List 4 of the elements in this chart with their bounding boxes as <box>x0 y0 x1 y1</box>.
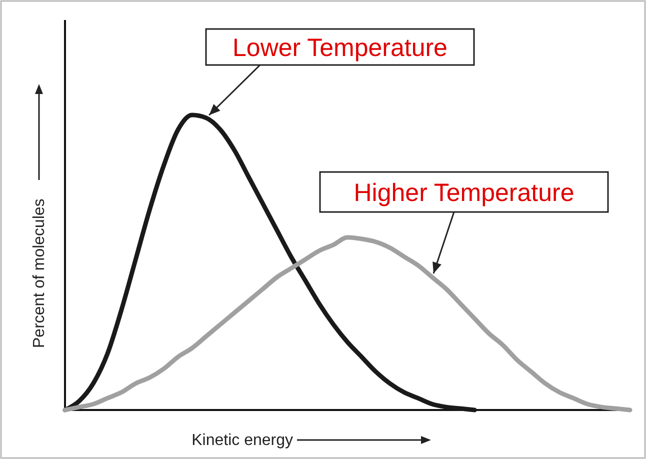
x-axis-title: Kinetic energy <box>192 432 293 449</box>
y-axis-title: Percent of molecules <box>31 198 48 348</box>
series-label: Higher Temperature <box>354 179 574 207</box>
text: Lower Temperature <box>232 34 448 62</box>
